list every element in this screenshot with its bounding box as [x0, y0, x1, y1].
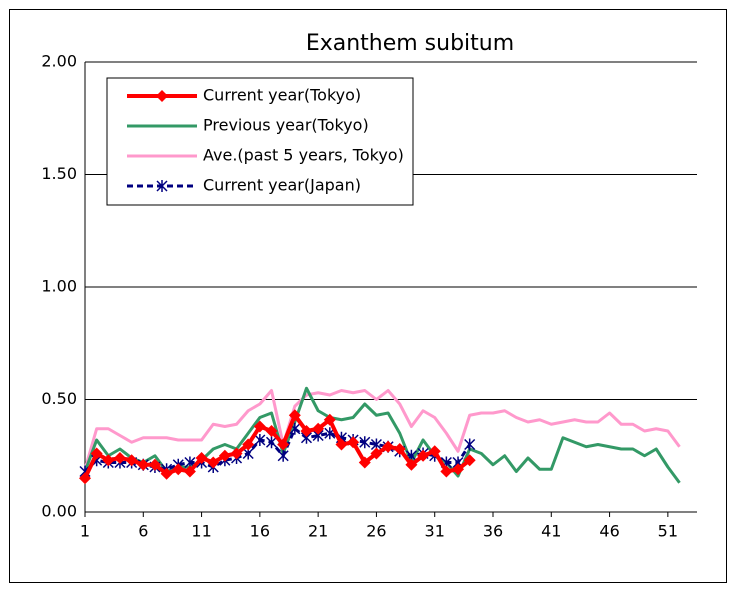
x-tick-label: 26 — [366, 522, 386, 541]
diamond-marker — [288, 409, 301, 422]
diamond-marker — [207, 456, 220, 469]
x-tick-label: 31 — [425, 522, 445, 541]
diamond-marker — [335, 438, 348, 451]
legend-label: Current year(Tokyo) — [203, 86, 361, 105]
asterisk-marker — [464, 438, 476, 451]
series-line — [83, 386, 681, 484]
y-tick-label: 2.00 — [41, 52, 77, 71]
x-tick-label: 6 — [138, 522, 148, 541]
diamond-marker — [417, 449, 430, 462]
diamond-marker — [79, 472, 91, 485]
diamond-marker — [137, 458, 150, 471]
series-line — [83, 389, 681, 470]
diamond-marker — [195, 452, 208, 464]
diamond-marker — [393, 443, 406, 455]
diamond-marker — [370, 447, 383, 460]
diamond-marker — [125, 454, 138, 467]
diamond-marker — [463, 454, 476, 467]
x-tick-label: 16 — [250, 522, 270, 541]
diamond-marker — [265, 425, 278, 437]
diamond-marker — [230, 447, 243, 460]
diamond-marker — [90, 447, 103, 460]
diamond-marker — [300, 425, 313, 437]
x-tick-label: 51 — [658, 522, 678, 541]
diamond-marker — [452, 463, 465, 476]
diamond-marker — [156, 90, 168, 102]
x-tick-label: 41 — [541, 522, 561, 541]
diamond-marker — [102, 454, 115, 467]
asterisk-marker — [277, 449, 289, 462]
x-tick-label: 46 — [599, 522, 619, 541]
legend-box — [106, 77, 414, 206]
chart-title: Exanthem subitum — [306, 31, 514, 56]
diamond-marker — [277, 438, 290, 451]
x-tick-label: 11 — [191, 522, 211, 541]
asterisk-marker — [254, 434, 266, 446]
diamond-marker — [242, 438, 255, 451]
diamond-marker — [347, 436, 360, 449]
diamond-marker — [113, 452, 126, 464]
y-tick-label: 1.00 — [41, 277, 77, 296]
asterisk-marker — [156, 180, 168, 192]
y-tick-label: 0.00 — [41, 502, 77, 521]
diamond-marker — [405, 458, 418, 471]
y-tick-label: 0.50 — [41, 389, 77, 408]
diamond-marker — [428, 445, 441, 458]
series-line — [83, 427, 471, 473]
diamond-marker — [218, 449, 231, 462]
legend-label: Ave.(past 5 years, Tokyo) — [203, 146, 404, 165]
diamond-marker — [323, 413, 336, 426]
legend-label: Current year(Japan) — [203, 176, 361, 195]
diamond-marker — [183, 465, 196, 478]
x-tick-label: 36 — [483, 522, 503, 541]
diamond-marker — [440, 465, 453, 478]
diamond-marker — [312, 422, 325, 435]
diamond-marker — [382, 440, 395, 453]
diamond-marker — [160, 467, 173, 480]
x-tick-label: 1 — [80, 522, 90, 541]
diamond-marker — [253, 420, 266, 433]
y-tick-label: 1.50 — [41, 164, 77, 183]
legend-label: Previous year(Tokyo) — [203, 116, 369, 135]
asterisk-marker — [265, 436, 278, 449]
x-tick-label: 21 — [308, 522, 328, 541]
legend: Current year(Tokyo) Previous year(Tokyo) A… — [106, 77, 414, 206]
diamond-marker — [172, 463, 185, 476]
asterisk-marker — [359, 436, 371, 449]
diamond-marker — [358, 456, 371, 469]
diamond-marker — [148, 458, 161, 471]
